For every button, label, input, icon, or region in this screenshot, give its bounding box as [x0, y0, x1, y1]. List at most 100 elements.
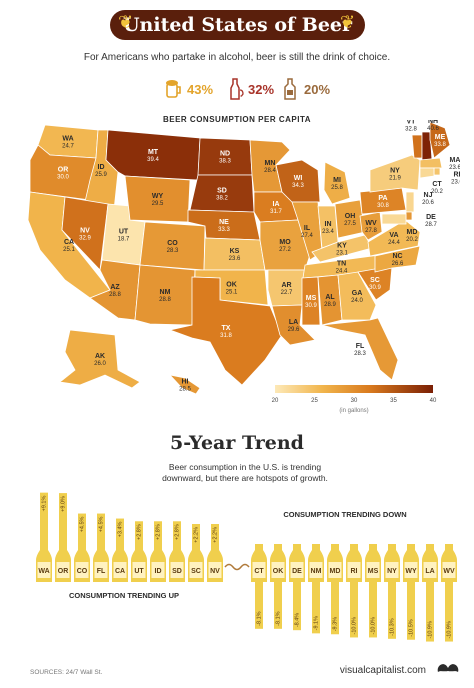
- trend-bar-MD: [331, 582, 339, 635]
- bottle-code-WV: WV: [443, 568, 455, 575]
- state-VT: [411, 134, 423, 159]
- state-code-NC: NC: [392, 253, 402, 260]
- stat-liquor: 20%: [282, 78, 330, 100]
- legend-tick: 20: [272, 398, 279, 404]
- wine-bottle-icon: [230, 78, 244, 100]
- state-code-CT: CT: [432, 181, 442, 188]
- state-code-WV: WV: [365, 220, 377, 227]
- bottle-FL: FL +4.5%: [93, 513, 109, 582]
- bottle-LA: LA -10.9%: [422, 544, 438, 642]
- trend-value-MD: -9.3%: [332, 617, 338, 631]
- wheat-icon: ❦: [340, 12, 356, 32]
- state-DE: [405, 211, 413, 221]
- state-code-WY: WY: [152, 193, 164, 200]
- bottle-code-NY: NY: [387, 568, 397, 575]
- bottle-code-CT: CT: [254, 568, 264, 575]
- state-value-CT: 20.2: [431, 189, 443, 195]
- state-value-TX: 31.8: [220, 333, 232, 339]
- bottle-code-CO: CO: [77, 568, 88, 575]
- trend-bar-NY: [388, 582, 396, 639]
- state-value-AZ: 28.8: [109, 292, 121, 298]
- bottle-CO: CO +4.5%: [74, 513, 90, 582]
- state-FL: [321, 317, 399, 381]
- wavy-divider: [224, 563, 250, 571]
- state-code-VA: VA: [389, 232, 398, 239]
- state-value-ND: 38.3: [219, 159, 231, 165]
- state-HI: [168, 374, 201, 395]
- state-code-NJ: NJ: [424, 192, 433, 199]
- bottle-ID: ID +2.8%: [150, 521, 166, 582]
- state-code-SC: SC: [370, 277, 380, 284]
- state-code-MI: MI: [333, 177, 341, 184]
- trending-down-label: CONSUMPTION TRENDING DOWN: [283, 510, 406, 519]
- bottle-CT: CT -8.1%: [251, 544, 267, 629]
- state-value-WY: 29.5: [152, 201, 164, 207]
- state-code-IA: IA: [273, 201, 280, 208]
- bottle-SD: SD +2.8%: [169, 521, 185, 582]
- bottle-code-UT: UT: [134, 568, 144, 575]
- state-value-NY: 21.9: [389, 176, 401, 182]
- trend-value-CO: +4.5%: [79, 516, 85, 532]
- state-code-WI: WI: [294, 175, 303, 182]
- state-RI: [433, 167, 441, 176]
- trend-bar-SD: [173, 521, 181, 544]
- trend-bar-MS: [369, 582, 377, 638]
- trend-subtitle: Beer consumption in the U.S. is trending…: [162, 462, 328, 483]
- bottle-label-OK: [271, 562, 285, 578]
- state-value-ID: 25.9: [95, 172, 107, 178]
- trend-bar-CO: [78, 513, 86, 544]
- state-value-LA: 29.6: [288, 327, 300, 333]
- state-value-AR: 22.7: [281, 290, 293, 296]
- brand[interactable]: visualcapitalist.com: [339, 665, 426, 676]
- bottle-label-WV: [442, 562, 456, 578]
- state-code-DE: DE: [426, 214, 436, 221]
- trend-value-NV: +2.2%: [212, 527, 218, 543]
- state-code-UT: UT: [119, 229, 129, 236]
- stat-beer: 43%: [165, 78, 213, 100]
- state-MS: [301, 276, 321, 326]
- state-value-FL: 28.3: [354, 351, 366, 357]
- bottle-code-NV: NV: [210, 568, 220, 575]
- trend-title: 5-Year Trend: [170, 432, 304, 454]
- state-value-OK: 25.1: [226, 290, 238, 296]
- trend-bar-FL: [97, 513, 105, 544]
- state-value-NM: 28.8: [159, 297, 171, 303]
- trend-value-CA: +3.4%: [117, 521, 123, 537]
- state-value-MT: 39.4: [147, 157, 159, 163]
- state-code-MO: MO: [279, 239, 291, 246]
- trend-value-CT: -8.1%: [256, 611, 262, 625]
- trending-up-label: CONSUMPTION TRENDING UP: [69, 591, 179, 600]
- trend-bar-WV: [445, 582, 453, 642]
- trend-value-LA: -10.9%: [427, 621, 433, 639]
- state-code-MD: MD: [407, 229, 418, 236]
- state-value-MI: 25.8: [331, 185, 343, 191]
- bottle-code-WY: WY: [405, 568, 417, 575]
- state-value-MN: 28.4: [264, 168, 276, 174]
- legend-tick: 30: [351, 398, 358, 404]
- state-value-SC: 30.9: [369, 285, 381, 291]
- trend-bar-CT: [255, 582, 263, 629]
- trend-value-OR: +9.0%: [60, 496, 66, 512]
- state-CT: [419, 167, 435, 179]
- title-banner: United States of Beer: [110, 10, 365, 40]
- state-value-MO: 27.2: [279, 247, 291, 253]
- state-code-AL: AL: [325, 294, 335, 301]
- bottle-MD: MD -9.3%: [327, 544, 343, 635]
- bottle-code-MS: MS: [368, 568, 379, 575]
- state-value-IL: 27.4: [301, 233, 313, 239]
- trend-bar-DE: [293, 582, 301, 631]
- bottle-MS: MS -10.0%: [365, 544, 381, 638]
- bottle-label-NV: [208, 562, 222, 578]
- bottle-code-WA: WA: [38, 568, 49, 575]
- bottle-label-OR: [56, 562, 70, 578]
- state-value-IN: 23.4: [322, 229, 334, 235]
- state-code-NM: NM: [160, 289, 171, 296]
- bottle-label-CT: [252, 562, 266, 578]
- wheat-icon: ❦: [118, 12, 134, 32]
- state-code-KY: KY: [337, 243, 347, 250]
- state-code-MS: MS: [306, 295, 317, 302]
- map-title: BEER CONSUMPTION PER CAPITA: [162, 115, 312, 124]
- state-code-ND: ND: [220, 151, 230, 158]
- stat-wine: 32%: [226, 78, 274, 100]
- trend-value-NM: -9.1%: [313, 616, 319, 630]
